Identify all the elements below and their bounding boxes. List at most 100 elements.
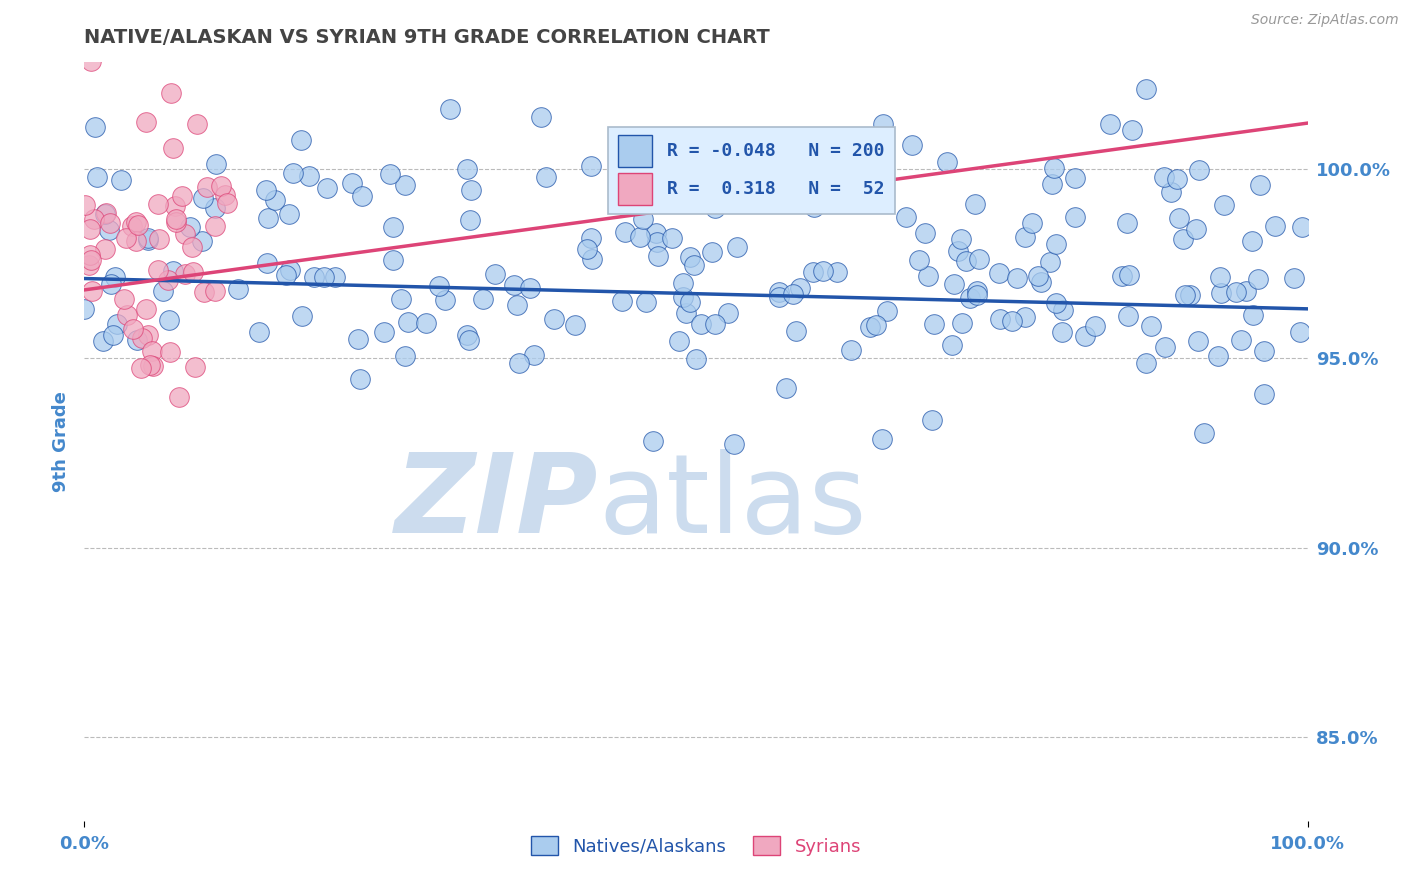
Point	[775, 381, 797, 395]
Point	[1135, 82, 1157, 96]
Point	[825, 265, 848, 279]
Point	[93, 207, 115, 221]
Point	[869, 186, 891, 201]
Point	[316, 181, 339, 195]
FancyBboxPatch shape	[607, 127, 896, 214]
Point	[967, 252, 990, 266]
Point	[141, 344, 163, 359]
Point	[1084, 319, 1107, 334]
Point	[114, 231, 136, 245]
Point	[98, 216, 121, 230]
Point	[204, 201, 226, 215]
Point	[186, 117, 208, 131]
Point	[162, 264, 184, 278]
Point	[1264, 219, 1286, 233]
Point	[193, 191, 215, 205]
Point	[870, 432, 893, 446]
Point	[226, 282, 249, 296]
Point	[136, 233, 159, 247]
Point	[105, 317, 128, 331]
Point	[1140, 319, 1163, 334]
Text: NATIVE/ALASKAN VS SYRIAN 9TH GRADE CORRELATION CHART: NATIVE/ALASKAN VS SYRIAN 9TH GRADE CORRE…	[84, 28, 770, 47]
Point	[350, 189, 373, 203]
Point	[704, 317, 727, 331]
Point	[125, 215, 148, 229]
Point	[849, 187, 872, 202]
Point	[717, 306, 740, 320]
Point	[1153, 341, 1175, 355]
Point	[1168, 211, 1191, 226]
Point	[789, 280, 811, 294]
Point	[138, 328, 160, 343]
Point	[157, 273, 180, 287]
Point	[86, 169, 108, 184]
Point	[1014, 310, 1036, 325]
Point	[115, 308, 138, 322]
Point	[215, 196, 238, 211]
Point	[1116, 216, 1139, 230]
Point	[768, 290, 790, 304]
Point	[302, 270, 325, 285]
Point	[214, 188, 236, 202]
Point	[922, 318, 945, 332]
Point	[645, 226, 668, 240]
Point	[460, 183, 482, 197]
Point	[1253, 344, 1275, 359]
Point	[94, 242, 117, 256]
Point	[1052, 325, 1074, 339]
Point	[394, 350, 416, 364]
Point	[349, 372, 371, 386]
Point	[1029, 276, 1052, 290]
Point	[785, 324, 807, 338]
Point	[610, 294, 633, 309]
Legend: Natives/Alaskans, Syrians: Natives/Alaskans, Syrians	[522, 827, 870, 864]
Point	[291, 309, 314, 323]
Point	[142, 359, 165, 374]
Point	[427, 279, 450, 293]
Point	[98, 223, 121, 237]
Point	[821, 165, 844, 179]
Point	[534, 170, 557, 185]
Point	[396, 315, 419, 329]
Point	[579, 159, 602, 173]
Point	[83, 211, 105, 226]
Text: Source: ZipAtlas.com: Source: ZipAtlas.com	[1251, 13, 1399, 28]
Point	[471, 292, 494, 306]
Text: ZIP: ZIP	[395, 449, 598, 556]
Point	[661, 231, 683, 245]
Point	[966, 288, 988, 302]
Point	[946, 244, 969, 258]
Point	[312, 270, 335, 285]
Point	[146, 197, 169, 211]
Point	[631, 212, 654, 227]
Point	[122, 322, 145, 336]
Point	[672, 290, 695, 304]
Point	[135, 115, 157, 129]
Point	[79, 221, 101, 235]
Point	[1166, 171, 1188, 186]
Point	[170, 189, 193, 203]
Point	[458, 212, 481, 227]
Point	[839, 343, 862, 358]
Point	[803, 200, 825, 214]
Point	[165, 212, 187, 227]
Point	[965, 196, 987, 211]
Point	[1099, 117, 1122, 131]
Text: R =  0.318   N =  52: R = 0.318 N = 52	[666, 180, 884, 198]
Point	[79, 54, 101, 69]
Point	[564, 318, 586, 333]
Point	[1174, 288, 1197, 302]
Point	[135, 301, 157, 316]
Point	[1289, 325, 1312, 339]
Point	[503, 278, 526, 293]
Point	[179, 219, 201, 234]
Point	[180, 239, 202, 253]
Point	[204, 156, 226, 170]
Point	[1225, 285, 1247, 299]
Point	[1116, 309, 1139, 323]
Point	[389, 292, 412, 306]
Point	[675, 306, 697, 320]
Point	[1211, 285, 1233, 300]
Point	[1005, 270, 1028, 285]
Point	[645, 235, 668, 249]
